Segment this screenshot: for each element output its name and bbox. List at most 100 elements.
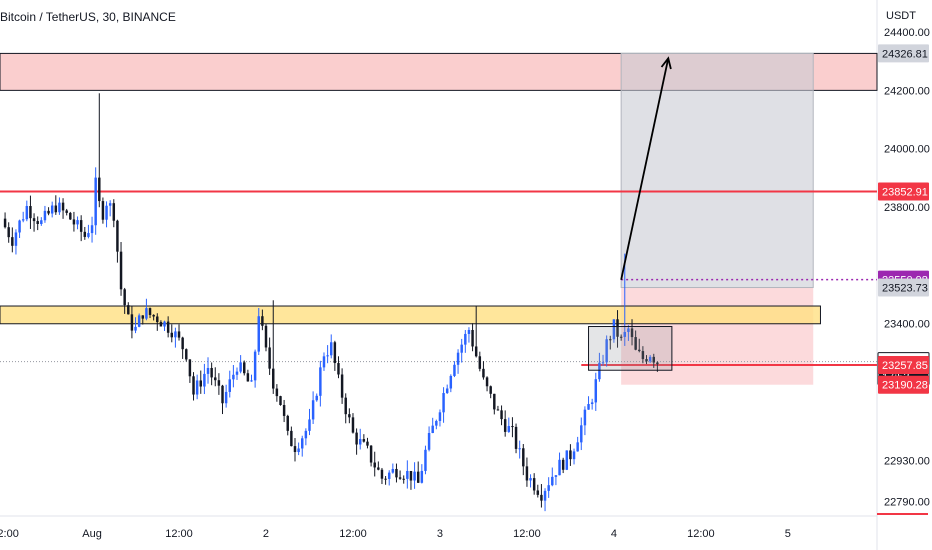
candle-body bbox=[587, 404, 590, 410]
price-label-box bbox=[878, 356, 929, 375]
candle-body bbox=[558, 459, 561, 476]
candle-body bbox=[605, 339, 608, 363]
candle-body bbox=[217, 380, 221, 386]
candle-body bbox=[511, 426, 514, 428]
candle-body bbox=[594, 379, 598, 403]
candle-body bbox=[366, 441, 369, 446]
candle-body bbox=[583, 409, 587, 426]
x-tick-label: 2 bbox=[263, 528, 269, 540]
candle-body bbox=[387, 472, 391, 479]
x-tick-label: 12:00 bbox=[513, 528, 541, 540]
candle-body bbox=[326, 355, 329, 357]
candle-body bbox=[529, 478, 532, 481]
candle-body bbox=[69, 212, 72, 220]
candle-body bbox=[105, 205, 108, 220]
candle-body bbox=[518, 448, 521, 450]
candle-body bbox=[286, 415, 289, 431]
price-label-box bbox=[878, 278, 929, 297]
candle-body bbox=[442, 393, 445, 413]
candle-body bbox=[580, 425, 583, 443]
candle-body bbox=[551, 476, 554, 486]
candle-body bbox=[290, 430, 293, 447]
candle-body bbox=[362, 439, 366, 442]
candle-body bbox=[272, 368, 275, 389]
candle-body bbox=[130, 314, 134, 331]
candle-body bbox=[536, 490, 540, 495]
candle-body bbox=[192, 376, 195, 395]
candle-body bbox=[645, 359, 648, 362]
support-zone bbox=[0, 305, 821, 325]
y-tick-label: 24200.00 bbox=[884, 85, 930, 97]
candle-body bbox=[282, 405, 286, 416]
candle-body bbox=[561, 459, 565, 470]
candle-body bbox=[634, 337, 637, 350]
candle-body bbox=[98, 177, 101, 202]
price-label-box bbox=[878, 44, 929, 63]
candle-body bbox=[348, 414, 351, 418]
candle-body bbox=[239, 362, 242, 372]
candle-body bbox=[416, 471, 420, 483]
price-label-box bbox=[878, 182, 929, 201]
candle-body bbox=[391, 468, 395, 473]
x-tick-label: 3 bbox=[437, 528, 443, 540]
candle-body bbox=[72, 219, 76, 225]
candle-body bbox=[413, 471, 416, 481]
candle-body bbox=[456, 352, 460, 365]
candle-body bbox=[50, 205, 54, 214]
candle-body bbox=[25, 206, 29, 220]
candle-body bbox=[301, 438, 304, 449]
x-tick-label: Aug bbox=[82, 528, 102, 540]
candle-body bbox=[340, 374, 344, 398]
candle-body bbox=[181, 337, 184, 350]
candle-body bbox=[500, 410, 503, 420]
candle-body bbox=[264, 325, 268, 348]
candle-body bbox=[474, 346, 478, 357]
candle-body bbox=[609, 339, 612, 341]
candle-body bbox=[159, 322, 163, 327]
candle-body bbox=[435, 420, 438, 426]
candle-body bbox=[308, 419, 311, 431]
candle-body bbox=[616, 319, 619, 337]
y-tick-label: 22930.00 bbox=[884, 456, 930, 468]
candle-body bbox=[402, 478, 405, 480]
candle-body bbox=[554, 475, 558, 477]
candle-body bbox=[21, 219, 25, 221]
candle-body bbox=[453, 364, 456, 376]
x-tick-label: 4 bbox=[611, 528, 617, 540]
candle-body bbox=[648, 356, 652, 362]
candle-body bbox=[214, 377, 217, 381]
candle-body bbox=[268, 347, 271, 369]
candle-body bbox=[565, 450, 569, 470]
candle-body bbox=[489, 386, 492, 394]
candle-body bbox=[569, 450, 572, 460]
candle-body bbox=[134, 326, 137, 331]
candle-body bbox=[112, 203, 116, 221]
candle-body bbox=[304, 430, 308, 439]
candle-body bbox=[467, 329, 471, 334]
price-label-box bbox=[878, 375, 929, 394]
candle-body bbox=[123, 289, 126, 306]
candle-body bbox=[232, 374, 235, 380]
candle-body bbox=[261, 316, 264, 326]
candle-body bbox=[174, 331, 177, 338]
candle-body bbox=[337, 363, 340, 375]
candle-body bbox=[532, 478, 536, 491]
candle-body bbox=[420, 470, 424, 483]
candle-body bbox=[351, 417, 355, 433]
candle-body bbox=[119, 251, 123, 290]
candle-body bbox=[18, 220, 21, 233]
candle-body bbox=[540, 494, 543, 501]
candle-body bbox=[656, 362, 659, 365]
candle-body bbox=[156, 316, 159, 323]
candle-body bbox=[148, 308, 152, 315]
candle-body bbox=[576, 442, 579, 452]
candle-body bbox=[185, 349, 188, 360]
candle-body bbox=[424, 449, 427, 471]
candle-body bbox=[210, 367, 213, 378]
price-label: 23190.28 bbox=[882, 380, 928, 392]
target-zone bbox=[620, 52, 814, 289]
candle-body bbox=[94, 177, 97, 226]
candle-body bbox=[630, 328, 634, 338]
candle-body bbox=[101, 201, 105, 220]
